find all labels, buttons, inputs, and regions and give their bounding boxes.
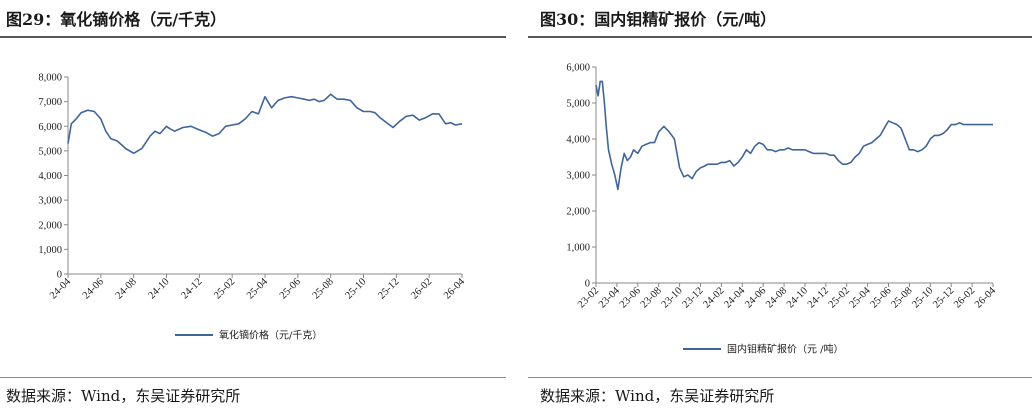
right-chart-y-tick-label: 3,000 xyxy=(566,171,590,182)
left-chart-y-tick-label: 8,000 xyxy=(38,73,62,84)
left-chart-y-tick-label: 3,000 xyxy=(38,196,62,207)
left-chart-x-tick-label: 25-08 xyxy=(311,276,336,301)
left-chart-y-tick-label: 1,000 xyxy=(38,245,62,256)
left-chart-x-tick-label: 24-08 xyxy=(114,276,139,301)
left-chart-y-tick-label: 7,000 xyxy=(38,97,62,108)
right-chart-x-tick-label: 23-06 xyxy=(618,285,643,310)
left-source-rule xyxy=(0,377,506,378)
left-chart-series-line xyxy=(67,93,463,155)
left-chart-panel: 图29：氧化镝价格（元/千克） 0 1,000 2,000 3,000 4,000 5,0… xyxy=(0,0,506,413)
right-chart-legend-label: 国内钼精矿报价（元 /吨） xyxy=(727,343,844,356)
right-chart-x-tick-label: 23-08 xyxy=(639,285,664,310)
right-chart-x-tick-label: 24-06 xyxy=(743,285,768,310)
left-chart-y-tick-label: 0 xyxy=(57,270,62,281)
right-chart-x-tick-label: 26-04 xyxy=(973,285,999,311)
right-chart-panel: 图30：国内钼精矿报价（元/吨） 0 1,000 2,000 3,000 4,000 5,… xyxy=(528,0,1032,413)
right-chart-title: 图30：国内钼精矿报价（元/吨） xyxy=(540,10,777,29)
right-chart-y-tick-label: 0 xyxy=(585,279,590,290)
right-chart-x-tick-label: 24-02 xyxy=(701,285,726,310)
right-chart-y-tick-label: 4,000 xyxy=(566,135,590,146)
left-chart-x-tick-label: 26-02 xyxy=(409,276,434,301)
right-chart-x-tick-label: 24-08 xyxy=(764,285,789,310)
right-chart-x-tick-label: 23-10 xyxy=(660,285,685,310)
right-chart-x-tick-label: 23-02 xyxy=(576,285,601,310)
left-chart-y-tick-label: 6,000 xyxy=(38,122,62,133)
right-chart-series-line xyxy=(595,80,993,191)
right-chart-x-tick-label: 24-10 xyxy=(785,285,810,310)
left-chart: 0 1,000 2,000 3,000 4,000 5,000 6,000 7,000 8,00… xyxy=(38,73,468,342)
right-chart-y-tick-label: 5,000 xyxy=(566,99,590,110)
left-chart-x-tick-label: 24-06 xyxy=(81,276,106,301)
right-chart-x-tick-label: 25-06 xyxy=(869,285,894,310)
left-chart-x-tick-label: 25-12 xyxy=(376,276,401,301)
right-chart: 01,0002,0003,0004,0005,0006,00023-0223-0… xyxy=(566,63,999,356)
right-chart-x-tick-label: 24-04 xyxy=(722,285,748,311)
left-chart-x-tick-label: 24-04 xyxy=(48,276,74,302)
left-chart-x-tick-label: 26-04 xyxy=(442,276,468,302)
left-chart-x-tick-label: 25-10 xyxy=(344,276,369,301)
left-title-rule xyxy=(0,36,506,38)
left-chart-legend-label: 氧化镝价格（元/千克） xyxy=(219,329,322,342)
right-chart-x-tick-label: 25-08 xyxy=(889,285,914,310)
right-chart-x-tick-label: 25-10 xyxy=(910,285,935,310)
left-chart-source: 数据来源：Wind，东吴证券研究所 xyxy=(6,387,241,405)
right-title-rule xyxy=(528,36,1032,38)
right-source-rule xyxy=(528,377,1032,378)
left-chart-x-tick-label: 25-04 xyxy=(245,276,271,302)
left-chart-y-tick-label: 5,000 xyxy=(38,146,62,157)
left-chart-title: 图29：氧化镝价格（元/千克） xyxy=(6,10,227,29)
right-chart-x-tick-label: 23-04 xyxy=(597,285,623,311)
right-chart-y-tick-label: 2,000 xyxy=(566,207,590,218)
left-chart-x-tick-label: 24-12 xyxy=(179,276,204,301)
right-chart-x-tick-label: 25-12 xyxy=(931,285,956,310)
right-chart-y-tick-label: 6,000 xyxy=(566,63,590,74)
left-chart-x-tick-label: 25-06 xyxy=(278,276,303,301)
left-chart-x-tick-label: 25-02 xyxy=(212,276,237,301)
left-chart-y-tick-label: 4,000 xyxy=(38,171,62,182)
left-chart-x-tick-label: 24-10 xyxy=(147,276,172,301)
right-chart-x-tick-label: 25-04 xyxy=(848,285,874,311)
right-chart-x-tick-label: 23-12 xyxy=(680,285,705,310)
right-chart-x-tick-label: 24-12 xyxy=(806,285,831,310)
left-chart-y-tick-label: 2,000 xyxy=(38,220,62,231)
right-chart-x-tick-label: 25-02 xyxy=(827,285,852,310)
right-chart-x-tick-label: 26-02 xyxy=(952,285,977,310)
right-chart-y-tick-label: 1,000 xyxy=(566,243,590,254)
right-chart-source: 数据来源：Wind，东吴证券研究所 xyxy=(540,387,775,405)
